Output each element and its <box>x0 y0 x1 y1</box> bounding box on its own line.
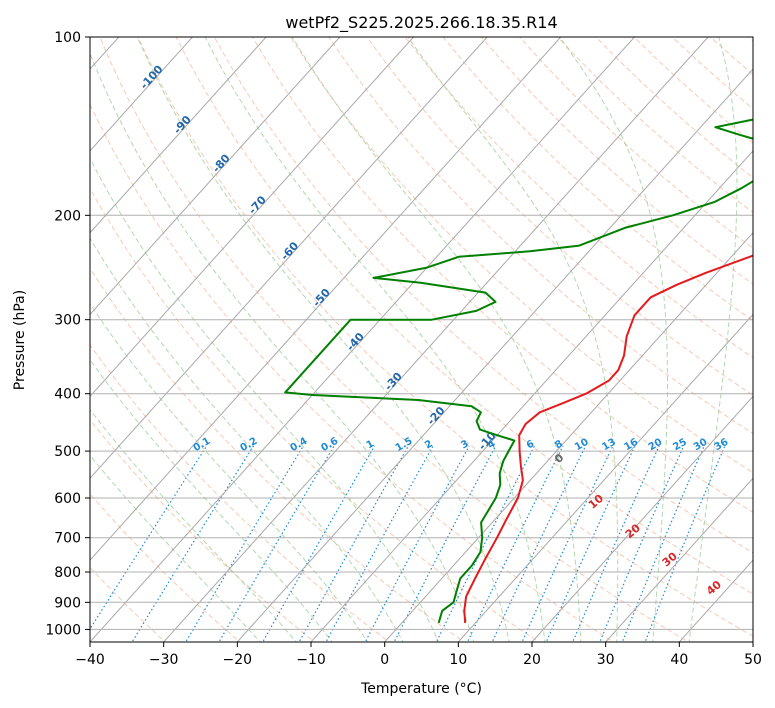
isotherm-line <box>90 37 194 152</box>
mixing-ratio-line <box>218 445 335 642</box>
x-tick-label: −20 <box>223 652 253 668</box>
y-tick-label: 700 <box>54 531 81 547</box>
y-tick-label: 800 <box>54 565 81 581</box>
dry-adiabat-line <box>90 103 615 642</box>
mixing-ratio-line <box>185 445 304 642</box>
x-tick-label: 40 <box>670 652 688 668</box>
y-tick-label: 100 <box>54 30 81 46</box>
mixing-ratio-label: 8 <box>553 438 565 451</box>
isotherm-line <box>90 37 341 316</box>
series-layer <box>284 118 753 624</box>
x-tick-label: 0 <box>380 652 389 668</box>
y-axis-label: Pressure (hPa) <box>12 290 28 390</box>
dry-adiabat-line <box>290 37 753 474</box>
x-tick-label: −40 <box>75 652 105 668</box>
mixing-ratio-line <box>90 445 208 631</box>
y-tick-label: 900 <box>54 595 81 611</box>
x-tick-label: −10 <box>296 652 326 668</box>
x-tick-label: 10 <box>449 652 467 668</box>
plot-frame <box>89 36 754 643</box>
isotherm-line <box>236 68 753 642</box>
mixing-ratio-line <box>131 445 255 642</box>
dry-adiabat-line <box>213 37 753 554</box>
dry-adiabat-line <box>366 37 753 396</box>
mixing-ratio-line <box>545 445 636 642</box>
y-tick-label: 300 <box>54 313 81 329</box>
mixing-ratio-label: 4 <box>486 438 498 451</box>
isotherm-line <box>604 477 753 642</box>
isotherm-line <box>90 37 562 561</box>
mixing-ratio-line <box>262 445 376 642</box>
isotherm-line <box>310 150 753 642</box>
y-tick-label: 200 <box>54 208 81 224</box>
axis-layer: −40 −30 −20 −10 0 10 20 30 40 50 100 200 300 400 500 60… <box>45 30 762 668</box>
isotherm-line <box>162 37 709 642</box>
mixing-ratio-label: 2 <box>423 438 435 451</box>
moist-adiabat-line <box>90 157 440 642</box>
y-tick-label: 600 <box>54 491 81 507</box>
mixing-ratio-label: 1 <box>365 438 377 451</box>
x-axis-label: Temperature (°C) <box>360 681 482 697</box>
background-lines <box>90 37 753 642</box>
isotherm-line <box>90 37 488 480</box>
chart-title: wetPf2_S225.2025.266.18.35.R14 <box>285 13 557 33</box>
x-tick-label: −30 <box>149 652 179 668</box>
x-tick-label: 30 <box>597 652 615 668</box>
isotherm-line <box>90 37 415 398</box>
isotherm-line <box>90 37 636 642</box>
mixing-ratio-label: 3 <box>459 438 471 451</box>
y-tick-label: 500 <box>54 444 81 460</box>
mixing-ratio-label: 6 <box>525 438 537 451</box>
dry-adiabat-line <box>251 37 753 513</box>
x-tick-label: 20 <box>523 652 541 668</box>
dry-adiabat-line <box>404 37 753 359</box>
isotherm-line <box>383 231 753 642</box>
isotherm-line <box>531 395 753 642</box>
y-tick-label: 400 <box>54 387 81 403</box>
isotherm-line <box>457 313 753 642</box>
x-tick-label: 50 <box>744 652 762 668</box>
mixing-ratio-line <box>364 445 470 642</box>
mixing-ratio-line <box>466 445 564 642</box>
y-tick-label: 1000 <box>45 622 81 638</box>
isotherm-line <box>90 37 267 234</box>
dewpoint-series-line <box>284 118 753 624</box>
mixing-ratio-line <box>521 445 614 642</box>
mixing-ratio-line <box>621 445 705 642</box>
temperature-series-line <box>463 254 753 623</box>
mixing-ratio-line <box>644 445 726 642</box>
